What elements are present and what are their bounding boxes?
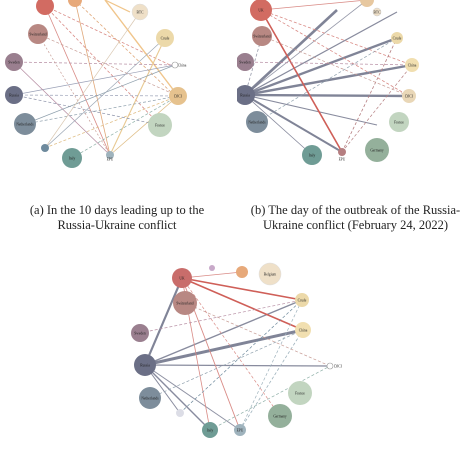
node-a-1 [68,0,82,7]
svg-text:Sweden: Sweden [134,332,146,336]
node-a-5 [156,29,174,47]
svg-text:Belgium: Belgium [264,273,277,277]
node-a-7 [171,61,179,69]
svg-text:EPU: EPU [339,158,346,162]
node-a-11 [148,113,172,137]
svg-text:Sweden: Sweden [8,61,20,65]
svg-text:DJCI: DJCI [405,95,413,99]
network-panel-a: Switzerland BTC Crude Sweden China Russi… [5,0,187,168]
svg-text:Crude: Crude [393,37,402,41]
svg-text:EPU: EPU [237,429,244,433]
node-b-13 [302,145,322,165]
svg-text:France: France [155,124,165,128]
edges [13,0,179,159]
svg-text:BTC: BTC [137,11,145,15]
svg-text:Switzerland: Switzerland [253,35,270,39]
node-labels: UK Switzerland BTC Crude Sweden China Ru… [239,9,416,162]
node-c-7 [295,322,311,338]
node-b-6 [237,53,254,71]
node-c-5 [295,293,309,307]
node-a-9 [169,87,187,105]
svg-text:Russia: Russia [140,364,150,368]
svg-text:EPU: EPU [107,158,114,162]
node-c-15 [176,409,184,417]
node-a-12 [41,144,49,152]
nodes [237,0,419,165]
caption-b: (b) The day of the outbreak of the Russi… [250,203,461,232]
svg-text:Switzerland: Switzerland [176,302,193,306]
svg-text:China: China [408,64,417,68]
edges [139,271,331,431]
svg-text:Switzerland: Switzerland [29,33,46,37]
node-a-8 [5,86,23,104]
svg-text:DJCI: DJCI [334,365,342,369]
node-c-11 [139,387,161,409]
node-b-14 [338,148,346,156]
node-b-8 [237,85,255,105]
svg-text:China: China [299,329,308,333]
node-a-3 [28,24,48,44]
node-b-10 [246,111,268,133]
svg-text:Germany: Germany [273,415,287,419]
node-c-0 [209,265,215,271]
node-c-9 [326,362,334,370]
network-panel-b: UK Switzerland BTC Crude Sweden China Ru… [237,0,419,165]
svg-text:UK: UK [258,9,264,13]
node-b-7 [405,58,419,72]
node-c-3 [258,262,282,286]
node-c-12 [268,404,292,428]
node-b-1 [360,0,374,7]
node-c-6 [131,324,149,342]
node-a-6 [5,53,23,71]
edges [244,0,413,156]
svg-text:Netherlands: Netherlands [248,121,266,125]
svg-text:Germany: Germany [370,149,384,153]
svg-text:Italy: Italy [207,429,214,433]
node-b-0 [250,0,272,21]
svg-text:BTC: BTC [374,11,382,15]
svg-text:Russia: Russia [9,94,19,98]
node-labels: UK Belgium Switzerland Crude Sweden Chin… [134,273,342,433]
svg-text:Italy: Italy [69,157,76,161]
svg-text:China: China [178,64,187,68]
svg-text:Russia: Russia [240,94,250,98]
node-b-4 [372,7,382,17]
network-panel-c: UK Belgium Switzerland Crude Sweden Chin… [131,262,343,438]
node-b-3 [252,26,272,46]
node-labels: Switzerland BTC Crude Sweden China Russi… [8,11,186,162]
nodes [5,0,187,168]
node-b-5 [391,32,403,44]
node-c-8 [134,354,156,376]
svg-text:Crude: Crude [298,299,307,303]
nodes [131,262,334,438]
node-c-1 [172,268,192,288]
node-b-11 [389,112,409,132]
svg-text:Sweden: Sweden [239,61,251,65]
node-b-12 [365,138,389,162]
node-a-4 [131,3,149,21]
node-a-14 [106,151,114,159]
svg-text:France: France [295,392,305,396]
node-a-13 [62,148,82,168]
svg-text:Italy: Italy [309,154,316,158]
svg-text:DJCI: DJCI [174,95,182,99]
svg-text:UK: UK [179,277,185,281]
caption-a: (a) In the 10 days leading up to the Rus… [29,203,205,232]
svg-text:Netherlands: Netherlands [141,397,159,401]
node-c-14 [234,424,246,436]
node-b-9 [402,89,416,103]
node-a-0 [36,0,54,15]
svg-text:Netherlands: Netherlands [16,123,34,127]
node-c-4 [173,291,197,315]
node-a-10 [14,113,36,135]
svg-text:France: France [394,121,404,125]
node-c-10 [288,381,312,405]
node-c-2 [236,266,248,278]
svg-text:Crude: Crude [161,37,170,41]
node-c-13 [202,422,218,438]
